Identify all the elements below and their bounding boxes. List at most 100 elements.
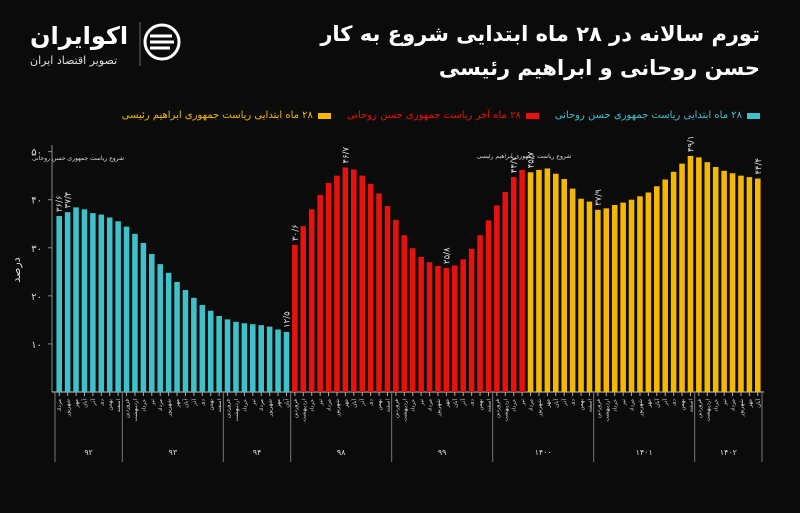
x-tick-label: تیر	[520, 399, 526, 407]
bar	[586, 201, 593, 392]
x-tick-label: مرداد	[529, 399, 535, 411]
x-tick-label: دی	[571, 398, 577, 405]
x-tick-label: خرداد	[242, 399, 248, 412]
bar	[426, 262, 433, 392]
bar	[98, 214, 105, 392]
bar	[561, 179, 567, 392]
x-tick-label: آذر	[90, 399, 97, 407]
x-tick-label: تیر	[621, 399, 627, 407]
x-tick-label: اردیبهشت	[503, 399, 509, 422]
bar	[149, 254, 155, 392]
bar	[283, 331, 290, 392]
bar	[174, 281, 180, 392]
bar	[376, 193, 382, 392]
x-tick-label: اردیبهشت	[301, 399, 307, 422]
legend-label: ۲۸ ماه ابتدایی ریاست جمهوری ابراهیم رئیس…	[121, 110, 313, 121]
bar	[553, 173, 559, 392]
value-label: ۳۶/۶	[55, 195, 65, 212]
x-tick-label: دی	[470, 398, 476, 405]
legend-swatch	[525, 112, 539, 119]
bar	[266, 326, 273, 392]
y-tick-label: ۳۰	[31, 244, 42, 255]
bar	[300, 226, 307, 392]
legend-item: ۲۸ ماه آخر ریاست جمهوری حسن روحانی	[347, 110, 539, 121]
x-tick-label: مهر	[646, 399, 652, 409]
legend-swatch	[747, 112, 760, 119]
y-tick-label: ۵۰	[31, 148, 42, 159]
value-label: ۲۵/۸	[442, 247, 452, 264]
bar	[73, 207, 79, 392]
bar	[367, 183, 374, 392]
x-tick-label: مرداد	[731, 399, 737, 411]
bar	[670, 171, 677, 392]
value-label: ۳۰/۶	[291, 224, 301, 241]
x-tick-label: تیر	[150, 399, 156, 407]
x-tick-label: مرداد	[158, 399, 164, 411]
x-tick-label: اسفند	[587, 399, 593, 413]
bar	[443, 267, 450, 392]
bar	[165, 272, 172, 392]
x-tick-label: خرداد	[512, 399, 518, 412]
x-tick-label: اسفند	[385, 399, 391, 413]
x-tick-label: دی	[369, 398, 375, 405]
bar	[409, 248, 416, 392]
x-tick-label: فروردین	[697, 399, 703, 419]
x-tick-label: خرداد	[613, 399, 619, 412]
x-tick-label: فروردین	[495, 399, 501, 419]
x-tick-label: دی	[200, 398, 206, 405]
bar	[654, 186, 660, 392]
x-tick-label: خرداد	[310, 399, 316, 412]
bar	[207, 310, 214, 392]
bar	[157, 264, 163, 392]
bar	[569, 188, 576, 392]
x-tick-label: مرداد	[259, 399, 265, 411]
bar	[510, 177, 517, 392]
x-tick-label: آبان	[553, 399, 560, 408]
bar	[595, 209, 601, 392]
x-tick-label: فروردین	[394, 399, 400, 419]
bar	[56, 216, 62, 392]
x-tick-label: اردیبهشت	[604, 399, 610, 422]
bar	[351, 169, 357, 392]
x-tick-label: خرداد	[141, 399, 147, 412]
bar	[494, 205, 500, 392]
bar	[216, 316, 222, 392]
x-tick-label: بهمن	[209, 399, 215, 411]
x-tick-label: مهر	[545, 399, 551, 409]
x-tick-label: مهر	[747, 399, 753, 409]
value-label: ۴۶/۷	[341, 146, 351, 163]
y-axis-label: درصد	[10, 257, 23, 282]
bar	[603, 208, 610, 392]
x-tick-label: تیر	[419, 399, 425, 407]
x-tick-label: شهریور	[739, 399, 745, 418]
x-tick-label: شهریور	[66, 399, 72, 418]
y-tick-label: ۴۰	[31, 196, 42, 207]
value-label: ۴۴/۴	[754, 158, 764, 175]
bar	[721, 170, 727, 392]
value-label: ۴۴/۷	[510, 156, 520, 173]
bar	[477, 235, 483, 392]
x-tick-label: مهر	[74, 399, 80, 409]
bar	[359, 175, 365, 392]
bar	[325, 182, 332, 392]
x-tick-label: آذر	[191, 399, 198, 407]
x-tick-label: آذر	[460, 399, 467, 407]
bar	[393, 219, 399, 392]
x-tick-label: تیر	[251, 399, 257, 407]
x-group-label: ۱۴۰۱	[636, 448, 653, 457]
bar	[384, 205, 391, 392]
legend-label: ۲۸ ماه ابتدایی ریاست جمهوری حسن روحانی	[554, 110, 742, 121]
x-tick-label: آبان	[81, 399, 88, 408]
bar	[712, 167, 719, 392]
bar	[729, 173, 736, 392]
bar	[140, 242, 147, 392]
chart-title: تورم سالانه در ۲۸ ماه ابتدایی شروع به کا…	[320, 22, 760, 46]
x-tick-label: بهمن	[108, 399, 114, 411]
x-tick-label: دی	[99, 398, 105, 405]
bar	[637, 196, 643, 392]
bar	[132, 233, 138, 392]
x-tick-label: آبان	[755, 399, 762, 408]
x-group-label: ۹۸	[337, 448, 346, 457]
